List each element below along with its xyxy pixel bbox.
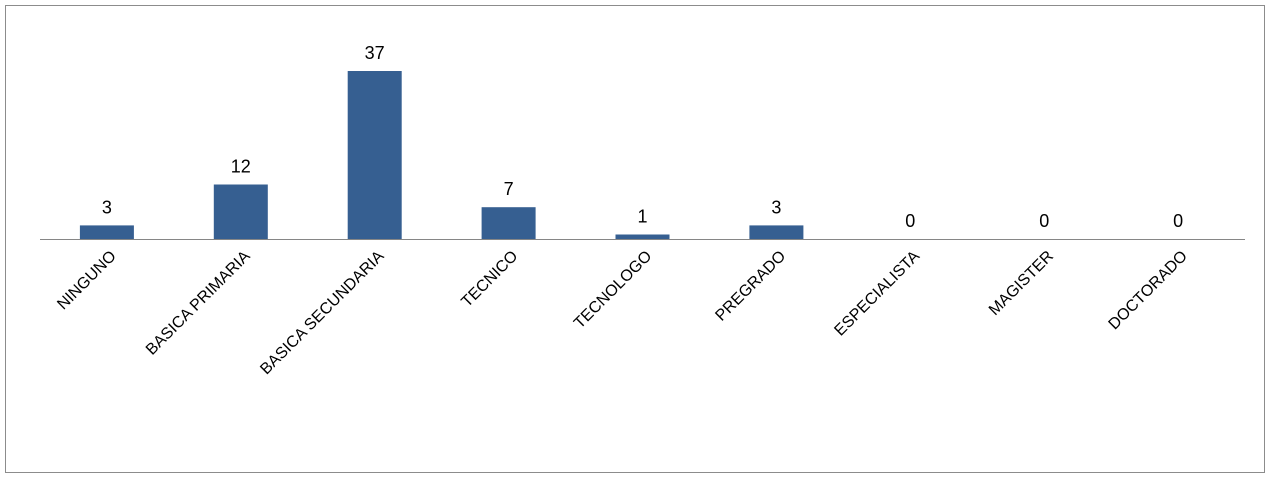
x-tick-label-4: TECNOLOGO xyxy=(571,248,655,332)
data-label-5: 3 xyxy=(771,197,781,217)
x-tick-label-8: DOCTORADO xyxy=(1106,248,1191,333)
x-tick-label-6: ESPECIALISTA xyxy=(831,248,923,340)
x-tick-label-5: PREGRADO xyxy=(712,248,789,325)
bar-1 xyxy=(213,184,268,239)
x-tick-label-7: MAGISTER xyxy=(986,248,1057,319)
bar-3 xyxy=(481,207,536,239)
data-label-8: 0 xyxy=(1173,211,1183,231)
data-labels-group: 3 12 37 7 1 3 0 0 0 xyxy=(102,43,1183,231)
x-tick-label-1: BASICA PRIMARIA xyxy=(143,248,254,359)
data-label-4: 1 xyxy=(637,207,647,227)
data-label-1: 12 xyxy=(231,157,251,177)
x-tick-label-0: NINGUNO xyxy=(54,248,119,313)
data-label-0: 3 xyxy=(102,197,112,217)
data-label-7: 0 xyxy=(1039,211,1049,231)
bar-4 xyxy=(615,234,670,239)
bars-group xyxy=(79,71,804,239)
bar-5 xyxy=(749,225,804,239)
data-label-6: 0 xyxy=(905,211,915,231)
bar-0 xyxy=(79,225,134,239)
bar-2 xyxy=(347,71,402,239)
x-tick-label-2: BASICA SECUNDARIA xyxy=(257,248,387,378)
x-tick-labels-group: NINGUNO BASICA PRIMARIA BASICA SECUNDARIA T… xyxy=(54,248,1191,378)
data-label-3: 7 xyxy=(504,179,514,199)
x-tick-label-3: TECNICO xyxy=(458,248,521,311)
data-label-2: 37 xyxy=(365,43,385,63)
